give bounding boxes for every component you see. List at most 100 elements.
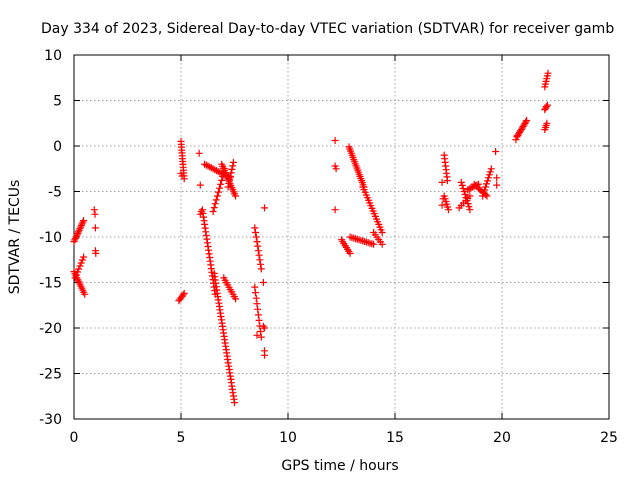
- data-point-plus: [466, 192, 474, 200]
- data-point-plus: [253, 331, 261, 339]
- data-point-plus: [232, 295, 240, 303]
- data-point-plus: [520, 121, 528, 129]
- data-point-plus: [460, 188, 468, 195]
- data-point-plus: [484, 174, 492, 182]
- data-point-plus: [212, 196, 220, 204]
- data-point-plus: [378, 229, 386, 236]
- data-point-plus: [261, 351, 268, 359]
- data-point-plus: [467, 184, 475, 192]
- data-point-plus: [257, 260, 264, 268]
- data-point-plus: [439, 195, 447, 203]
- data-point-plus: [226, 172, 234, 180]
- data-point-plus: [74, 268, 81, 276]
- data-point-plus: [90, 206, 98, 214]
- data-point-plus: [91, 224, 99, 232]
- x-axis-label: GPS time / hours: [281, 458, 398, 474]
- data-point-plus: [226, 176, 234, 184]
- data-point-plus: [542, 104, 550, 112]
- data-point-plus: [464, 186, 472, 194]
- data-points: [70, 69, 552, 407]
- data-point-plus: [523, 117, 531, 124]
- data-point-plus: [481, 186, 489, 194]
- data-point-plus: [254, 247, 262, 255]
- data-point-plus: [457, 178, 465, 186]
- data-point-plus: [73, 231, 81, 239]
- data-point-plus: [78, 220, 86, 228]
- data-point-plus: [443, 177, 451, 185]
- data-point-plus: [210, 204, 218, 212]
- x-tick-label: 15: [386, 430, 404, 446]
- data-point-plus: [482, 183, 490, 191]
- x-tick-label: 20: [493, 430, 511, 446]
- y-tick-label: 10: [44, 48, 62, 64]
- data-point-plus: [81, 290, 89, 298]
- data-point-plus: [195, 149, 203, 157]
- data-point-plus: [255, 316, 263, 324]
- data-point-plus: [231, 399, 238, 407]
- data-point-plus: [197, 208, 205, 215]
- data-point-plus: [252, 233, 260, 241]
- data-point-plus: [493, 181, 501, 189]
- data-point-plus: [331, 206, 339, 214]
- data-point-plus: [465, 203, 473, 211]
- data-point-plus: [458, 181, 466, 189]
- data-point-plus: [74, 228, 82, 236]
- data-point-plus: [331, 137, 339, 144]
- data-point-plus: [72, 233, 80, 241]
- data-point-plus: [213, 192, 221, 200]
- data-point-plus: [72, 271, 80, 279]
- data-point-plus: [254, 311, 262, 319]
- data-point-plus: [91, 210, 99, 218]
- data-point-plus: [543, 119, 551, 127]
- data-point-plus: [211, 200, 219, 208]
- data-point-plus: [261, 204, 268, 212]
- data-point-plus: [438, 201, 446, 209]
- data-point-plus: [80, 217, 88, 225]
- data-point-plus: [466, 206, 474, 214]
- y-tick-label: -30: [39, 412, 62, 428]
- y-tick-label: -20: [39, 321, 62, 337]
- y-tick-label: 5: [53, 94, 62, 110]
- y-tick-label: -25: [39, 367, 62, 383]
- data-point-plus: [257, 333, 265, 341]
- data-point-plus: [512, 136, 520, 144]
- data-point-plus: [483, 180, 490, 188]
- data-point-plus: [254, 242, 262, 250]
- y-axis-label: SDTVAR / TECUs: [7, 180, 23, 295]
- data-point-plus: [445, 206, 452, 214]
- data-point-plus: [253, 300, 261, 308]
- y-tick-label: -15: [39, 276, 62, 292]
- data-point-plus: [217, 180, 225, 188]
- data-point-plus: [461, 191, 469, 198]
- x-tick-label: 10: [279, 430, 297, 446]
- data-point-plus: [77, 259, 85, 267]
- data-point-plus: [257, 328, 264, 335]
- data-point-plus: [255, 251, 263, 259]
- data-point-plus: [229, 162, 237, 170]
- data-point-plus: [216, 184, 223, 192]
- data-point-plus: [522, 118, 530, 126]
- data-point-plus: [70, 238, 78, 246]
- y-tick-label: 0: [53, 139, 62, 155]
- data-point-plus: [252, 289, 259, 297]
- data-point-plus: [465, 185, 473, 193]
- x-tick-label: 0: [70, 430, 79, 446]
- data-point-plus: [74, 230, 82, 237]
- data-point-plus: [252, 229, 259, 236]
- data-point-plus: [75, 265, 83, 273]
- x-tick-label: 5: [177, 430, 186, 446]
- y-tick-label: -10: [39, 230, 62, 246]
- data-point-plus: [78, 256, 86, 264]
- data-point-plus: [178, 172, 186, 180]
- data-point-plus: [378, 240, 386, 248]
- data-point-plus: [251, 283, 259, 291]
- data-point-plus: [215, 188, 222, 196]
- data-point-plus: [543, 101, 551, 109]
- data-point-plus: [544, 69, 552, 77]
- data-point-plus: [72, 234, 79, 242]
- data-point-plus: [517, 126, 525, 133]
- data-point-plus: [259, 279, 267, 286]
- data-point-plus: [196, 181, 204, 189]
- data-point-plus: [228, 165, 236, 173]
